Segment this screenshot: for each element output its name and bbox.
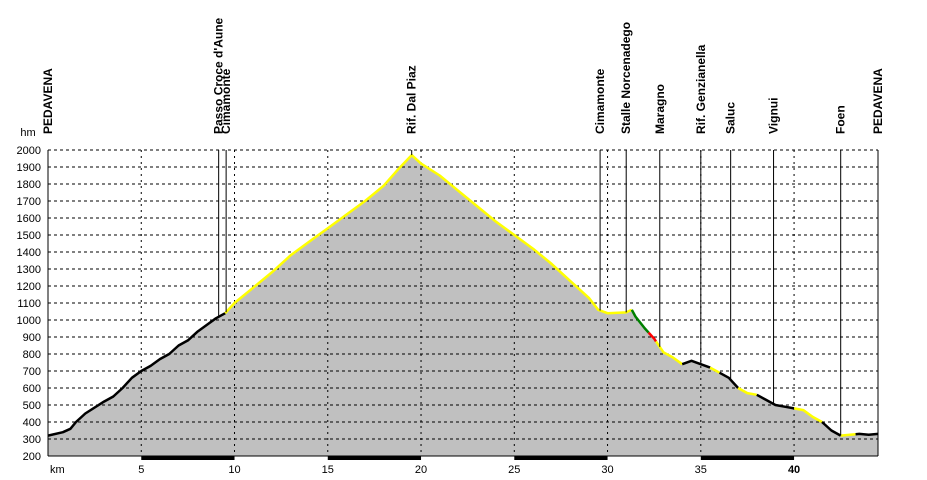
y-tick-label: 1700 (17, 196, 41, 208)
x-scale-band (700, 456, 795, 460)
elevation-area (48, 155, 878, 456)
y-tick-label: 300 (23, 434, 41, 446)
y-tick-label: 800 (23, 349, 41, 361)
profile-segment-track (793, 407, 823, 424)
waypoint-label: PEDAVENA (41, 68, 55, 134)
y-tick-label: 200 (23, 451, 41, 463)
y-tick-label: 1400 (17, 247, 41, 259)
profile-segment-steep (647, 331, 658, 343)
waypoint-label: Cimamonte (593, 68, 607, 134)
profile-segment-asphalt (821, 421, 842, 437)
y-tick-label: 1900 (17, 162, 41, 174)
y-tick-label: 2000 (17, 145, 41, 157)
grid (48, 149, 878, 456)
x-tick-label: 15 (322, 464, 334, 476)
waypoint-label: Passo Croce d'Aune (212, 17, 226, 134)
x-tick-label: 5 (138, 464, 144, 476)
axes: hm km 200 300 400 500 600 700 800 900 1000 1100 12… (17, 127, 879, 476)
waypoint-label: Vignui (767, 98, 781, 134)
profile-segment-asphalt (718, 371, 740, 389)
x-tick-label: 40 (788, 464, 800, 476)
profile-segment-track (709, 366, 721, 374)
y-tick-label: 700 (23, 366, 41, 378)
waypoint-label: Stalle Norcenadego (619, 22, 633, 134)
x-scale-band (514, 456, 608, 460)
profile-lines (47, 153, 879, 437)
x-tick-label: 10 (228, 464, 240, 476)
x-scale-band (141, 456, 235, 460)
profile-segment-asphalt (681, 359, 711, 369)
profile-segment-track (224, 153, 633, 315)
y-tick-label: 1100 (17, 298, 41, 310)
waypoint-label: Foen (834, 105, 848, 134)
waypoint-label: Rif. Dal Piaz (405, 65, 419, 134)
profile-segment-track (840, 432, 856, 437)
y-tick-label: 1300 (17, 264, 41, 276)
y-tick-label: 400 (23, 417, 41, 429)
y-tick-label: 600 (23, 383, 41, 395)
y-tick-label: 1600 (17, 213, 41, 225)
waypoint-label: PEDAVENA (871, 68, 885, 134)
waypoint-label: Rif. Genzianella (694, 44, 708, 134)
waypoint-label: Maragno (653, 84, 667, 134)
x-scale-band (327, 456, 422, 460)
x-tick-label: 30 (601, 464, 613, 476)
x-tick-label: 25 (508, 464, 520, 476)
profile-segment-asphalt (47, 312, 226, 437)
profile-area (48, 155, 878, 456)
y-axis-label: hm (20, 127, 35, 139)
x-tick-label: 35 (695, 464, 707, 476)
y-tick-label: 1800 (17, 179, 41, 191)
y-tick-label: 1200 (17, 281, 41, 293)
y-tick-label: 900 (23, 332, 41, 344)
profile-segment-asphalt (756, 393, 795, 410)
profile-segment-asphalt (855, 432, 879, 437)
waypoint-label: Cimamonte (219, 68, 233, 134)
profile-segment-track (737, 386, 758, 397)
x-tick-label: 20 (415, 464, 427, 476)
profile-segment-path (630, 309, 650, 334)
y-tick-label: 1000 (17, 315, 41, 327)
y-tick-label: 500 (23, 400, 41, 412)
y-tick-label: 1500 (17, 230, 41, 242)
waypoint-label: Saluc (724, 102, 738, 134)
x-axis-label: km (50, 464, 65, 476)
